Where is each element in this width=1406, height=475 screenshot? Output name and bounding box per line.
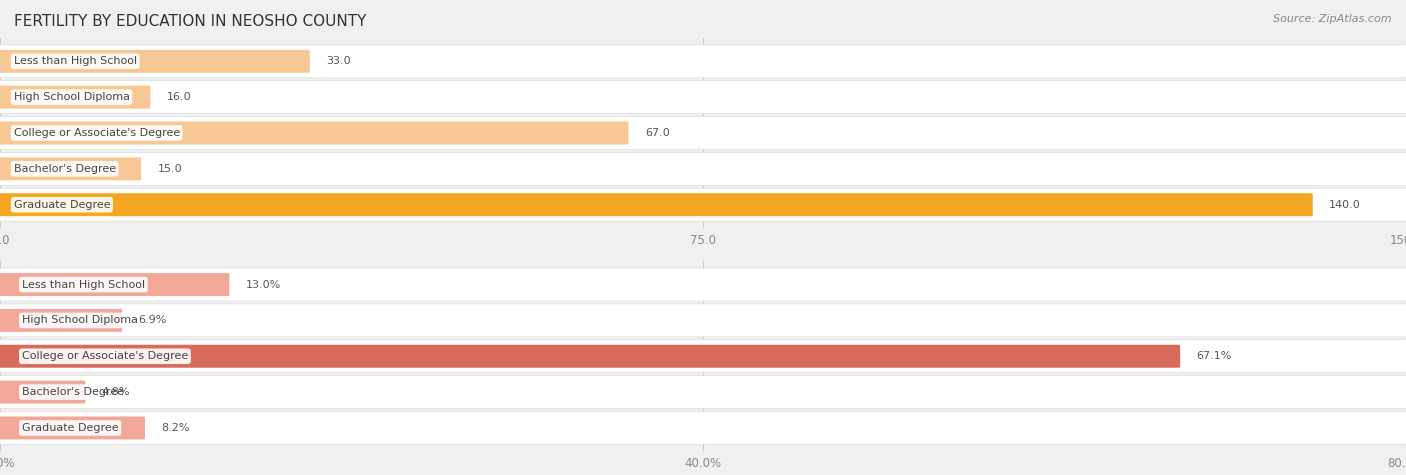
FancyBboxPatch shape [0,45,1406,78]
Text: 67.1%: 67.1% [1197,351,1232,361]
FancyBboxPatch shape [0,193,1313,216]
FancyBboxPatch shape [0,345,1180,368]
FancyBboxPatch shape [0,268,1406,301]
FancyBboxPatch shape [0,188,1406,221]
Text: High School Diploma: High School Diploma [22,315,138,325]
FancyBboxPatch shape [0,380,86,404]
FancyBboxPatch shape [0,340,1406,373]
FancyBboxPatch shape [0,304,1406,337]
Text: College or Associate's Degree: College or Associate's Degree [14,128,180,138]
Text: Bachelor's Degree: Bachelor's Degree [22,387,124,397]
FancyBboxPatch shape [0,86,150,109]
FancyBboxPatch shape [0,81,1406,114]
FancyBboxPatch shape [0,122,628,144]
Text: Graduate Degree: Graduate Degree [22,423,118,433]
FancyBboxPatch shape [0,273,229,296]
Text: 13.0%: 13.0% [246,280,281,290]
FancyBboxPatch shape [0,157,141,180]
Text: Bachelor's Degree: Bachelor's Degree [14,164,115,174]
Text: Less than High School: Less than High School [22,280,145,290]
FancyBboxPatch shape [0,376,1406,408]
FancyBboxPatch shape [0,411,1406,445]
FancyBboxPatch shape [0,116,1406,150]
Text: 8.2%: 8.2% [160,423,190,433]
Text: FERTILITY BY EDUCATION IN NEOSHO COUNTY: FERTILITY BY EDUCATION IN NEOSHO COUNTY [14,14,367,29]
FancyBboxPatch shape [0,152,1406,185]
Text: 140.0: 140.0 [1329,200,1361,209]
FancyBboxPatch shape [0,50,309,73]
Text: 16.0: 16.0 [167,92,191,102]
Text: Less than High School: Less than High School [14,57,136,66]
FancyBboxPatch shape [0,309,122,332]
Text: 67.0: 67.0 [645,128,669,138]
Text: High School Diploma: High School Diploma [14,92,129,102]
Text: 33.0: 33.0 [326,57,352,66]
Text: 15.0: 15.0 [157,164,183,174]
Text: College or Associate's Degree: College or Associate's Degree [22,351,188,361]
Text: 6.9%: 6.9% [138,315,166,325]
Text: Graduate Degree: Graduate Degree [14,200,110,209]
FancyBboxPatch shape [0,417,145,439]
Text: 4.8%: 4.8% [101,387,129,397]
Text: Source: ZipAtlas.com: Source: ZipAtlas.com [1274,14,1392,24]
